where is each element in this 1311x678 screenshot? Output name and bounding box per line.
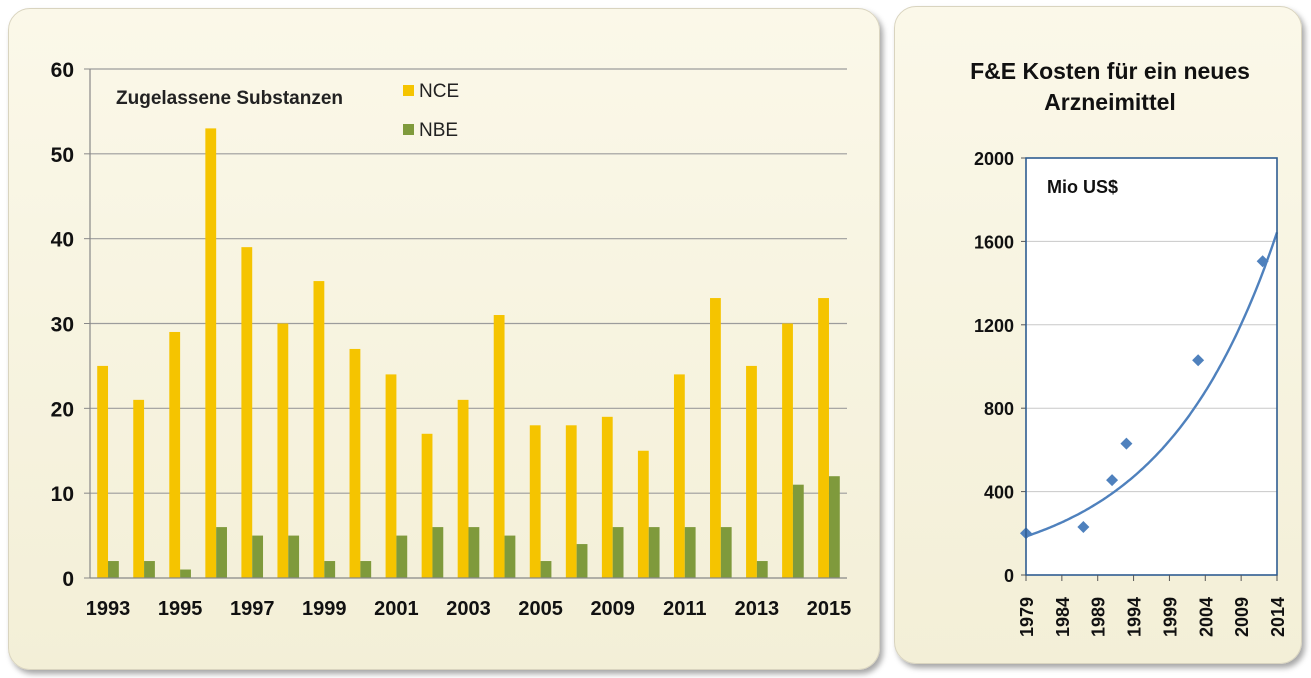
scatter-x-tick-label: 1999 (1160, 597, 1180, 637)
bar-nbe-2001 (396, 535, 408, 578)
bar-x-tick-label: 2015 (807, 598, 852, 620)
bar-nbe-1996 (216, 527, 227, 578)
legend-label-nbe: NBE (419, 120, 458, 141)
bar-nce-1997 (241, 247, 253, 578)
scatter-y-tick-label: 1200 (974, 316, 1014, 336)
bar-nbe-2009 (612, 527, 624, 578)
bar-nbe-1993 (108, 561, 119, 578)
scatter-point-2012 (1256, 255, 1269, 268)
bar-nce-2014 (782, 323, 793, 578)
scatter-trendline (1025, 232, 1279, 538)
bar-x-tick-label: 1999 (302, 598, 347, 620)
scatter-title-line-1: F&E Kosten für ein neues (970, 58, 1250, 84)
scatter-title-line-2: Arzneimittel (1044, 89, 1176, 115)
bar-nce-1995 (169, 331, 181, 578)
scatter-y-tick-label: 2000 (974, 149, 1014, 169)
bar-nbe-2000 (360, 561, 372, 578)
bar-x-tick-label: 2011 (663, 598, 706, 620)
bar-nbe-1999 (324, 561, 336, 578)
scatter-y-tick-label: 0 (1004, 566, 1014, 586)
bar-nce-2004 (493, 315, 505, 578)
bar-nbe-2014 (792, 484, 804, 578)
scatter-y-tick-label: 400 (984, 483, 1014, 503)
bar-nce-2012 (710, 298, 721, 578)
bar-nce-1996 (205, 128, 217, 578)
bar-x-tick-label: 1995 (158, 598, 203, 620)
bar-nbe-1997 (252, 535, 264, 578)
bar-nbe-2012 (720, 527, 732, 578)
scatter-annotation: Mio US$ (1047, 177, 1118, 197)
scatter-y-tick-label: 1600 (974, 232, 1014, 252)
bar-y-tick-label: 50 (51, 144, 74, 167)
legend-swatch-nce (403, 85, 414, 96)
scatter-point-1993 (1120, 437, 1133, 450)
scatter-point-1987 (1077, 521, 1090, 534)
bar-nce-1994 (133, 399, 145, 578)
scatter-x-tick-label: 1984 (1053, 597, 1073, 637)
legend-swatch-nbe (403, 124, 414, 135)
left-chart-panel (8, 8, 880, 670)
bar-nbe-1995 (180, 569, 191, 578)
bar-y-tick-label: 10 (51, 483, 74, 506)
scatter-plot-area (1026, 158, 1277, 575)
bar-nbe-2002 (432, 527, 444, 578)
bar-x-tick-label: 2003 (446, 598, 491, 620)
scatter-x-tick-label: 2009 (1232, 597, 1252, 637)
bar-nce-2000 (349, 348, 361, 578)
scatter-x-tick-label: 2014 (1268, 597, 1288, 637)
bar-nce-2002 (421, 433, 433, 578)
bar-nce-2013 (746, 365, 757, 578)
bar-nbe-2010 (648, 527, 660, 578)
bar-nbe-2003 (468, 527, 480, 578)
bar-chart-annotation: Zugelassene Substanzen (116, 88, 343, 109)
bar-nce-2003 (457, 399, 469, 578)
bar-nbe-2005 (540, 561, 552, 578)
bar-nbe-1998 (288, 535, 300, 578)
bar-x-tick-label: 2013 (735, 598, 780, 620)
bar-nce-1993 (97, 365, 109, 578)
bar-y-tick-label: 0 (62, 568, 74, 591)
bar-nce-2011 (673, 374, 685, 578)
scatter-x-tick-label: 1989 (1089, 597, 1109, 637)
bar-y-tick-label: 40 (51, 229, 74, 252)
scatter-y-tick-label: 800 (984, 399, 1014, 419)
bar-y-tick-label: 30 (51, 314, 74, 337)
scatter-x-tick-label: 1979 (1017, 597, 1037, 637)
bar-nce-2015 (818, 298, 829, 578)
bar-nbe-1994 (144, 561, 155, 578)
bar-nce-2001 (385, 374, 397, 578)
bar-nce-1999 (313, 281, 325, 578)
bar-nce-2010 (637, 450, 649, 578)
bar-x-tick-label: 2009 (590, 598, 635, 620)
scatter-point-2003 (1192, 354, 1205, 367)
bar-x-tick-label: 2005 (518, 598, 563, 620)
bar-x-tick-label: 1997 (230, 598, 275, 620)
scatter-point-1991 (1106, 474, 1119, 487)
bar-nce-2006 (565, 425, 577, 578)
bar-nbe-2011 (684, 527, 696, 578)
bar-x-tick-label: 2001 (374, 598, 419, 620)
scatter-x-tick-label: 1994 (1125, 597, 1145, 637)
bar-nbe-2013 (756, 561, 768, 578)
bar-nce-2005 (529, 425, 541, 578)
bar-nbe-2006 (576, 544, 588, 578)
bar-nbe-2015 (828, 476, 840, 578)
bar-nce-2009 (601, 416, 613, 578)
bar-nbe-2004 (504, 535, 516, 578)
bar-y-tick-label: 60 (51, 59, 74, 82)
bar-x-tick-label: 1993 (86, 598, 131, 620)
bar-y-tick-label: 20 (51, 398, 74, 421)
bar-nce-1998 (277, 323, 289, 578)
legend-label-nce: NCE (419, 81, 459, 102)
scatter-x-tick-label: 2004 (1196, 597, 1216, 637)
scatter-plot-border (1025, 157, 1278, 576)
